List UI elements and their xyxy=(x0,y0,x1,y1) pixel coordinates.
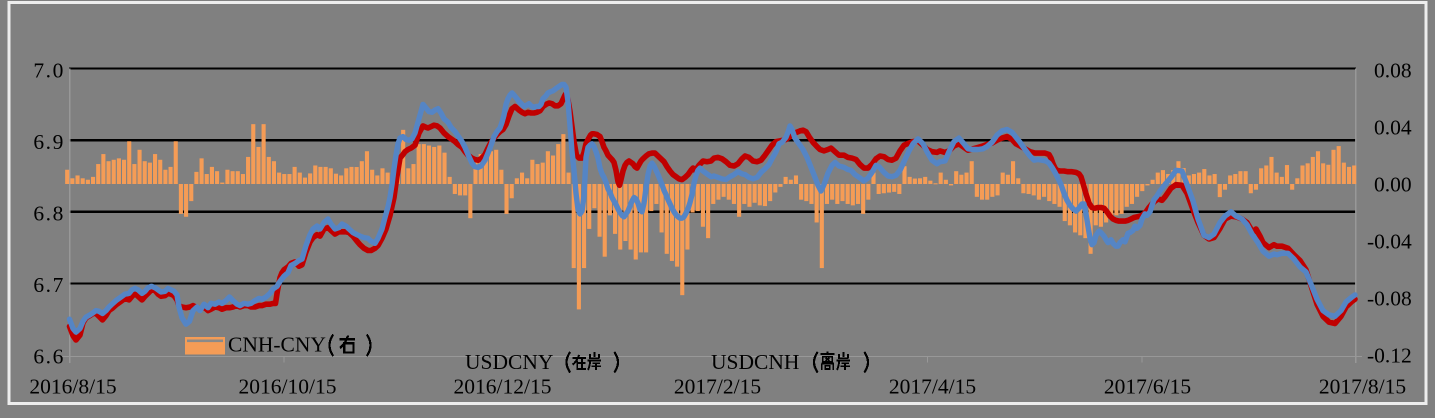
svg-text:0.04: 0.04 xyxy=(1374,115,1412,139)
svg-text:-0.04: -0.04 xyxy=(1367,229,1412,253)
svg-text:6.9: 6.9 xyxy=(33,130,65,154)
svg-text:-0.12: -0.12 xyxy=(1367,343,1412,367)
svg-text:2016/10/15: 2016/10/15 xyxy=(239,374,337,398)
svg-text:2016/12/15: 2016/12/15 xyxy=(454,374,552,398)
svg-text:2017/2/15: 2017/2/15 xyxy=(674,374,761,398)
svg-text:0.08: 0.08 xyxy=(1374,58,1412,82)
svg-text:USDCNY: USDCNY xyxy=(465,350,553,374)
svg-text:CNH-CNY: CNH-CNY xyxy=(228,333,326,357)
svg-text:2017/4/15: 2017/4/15 xyxy=(889,374,976,398)
svg-text:2017/6/15: 2017/6/15 xyxy=(1104,374,1191,398)
svg-text:USDCNH: USDCNH xyxy=(711,350,799,374)
svg-text:6.8: 6.8 xyxy=(33,202,65,226)
svg-text:7.0: 7.0 xyxy=(33,58,65,82)
svg-text:2016/8/15: 2016/8/15 xyxy=(29,374,116,398)
svg-text:6.7: 6.7 xyxy=(33,273,65,297)
svg-text:0.00: 0.00 xyxy=(1374,172,1412,196)
svg-text:6.6: 6.6 xyxy=(33,345,65,369)
svg-text:-0.08: -0.08 xyxy=(1367,286,1412,310)
svg-text:2017/8/15: 2017/8/15 xyxy=(1319,374,1406,398)
